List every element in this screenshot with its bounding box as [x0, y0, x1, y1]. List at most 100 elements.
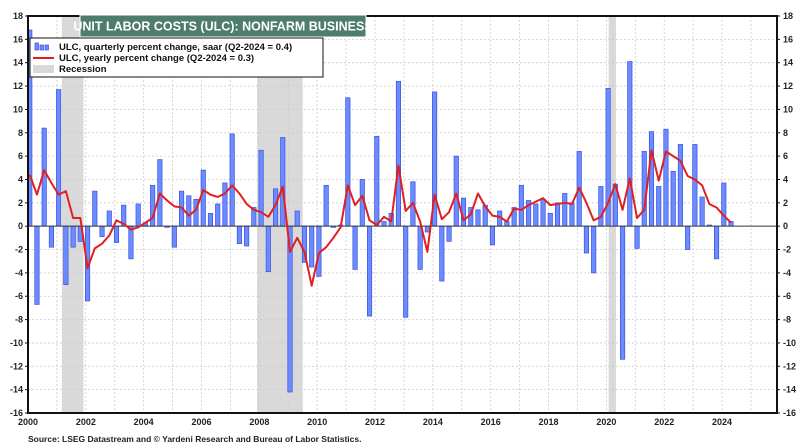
- bar: [489, 225, 495, 246]
- legend-bar-swatch: [44, 44, 49, 51]
- bar: [685, 225, 691, 250]
- bar: [381, 221, 387, 227]
- bar: [403, 225, 409, 318]
- x-tick-label: 2006: [191, 417, 211, 427]
- x-tick-label: 2004: [134, 417, 154, 427]
- bar: [598, 186, 604, 227]
- y-tick-label-right: 2: [783, 198, 788, 208]
- x-tick-label: 2016: [481, 417, 501, 427]
- y-tick-label-left: -14: [10, 385, 23, 395]
- y-tick-label-right: -16: [783, 408, 796, 418]
- bar: [309, 225, 315, 268]
- bar: [692, 144, 698, 227]
- y-tick-label-right: 8: [783, 128, 788, 138]
- bar: [670, 170, 676, 227]
- x-tick-label: 2024: [712, 417, 732, 427]
- x-tick-label: 2018: [539, 417, 559, 427]
- y-tick-label-left: 4: [18, 174, 23, 184]
- recession-band: [608, 16, 616, 413]
- y-tick-label-right: 18: [783, 11, 793, 21]
- bar: [366, 225, 373, 317]
- plot-frame: [27, 15, 778, 414]
- x-tick-label: 2002: [76, 417, 96, 427]
- bar: [200, 169, 206, 227]
- y-tick-label-right: 12: [783, 81, 793, 91]
- y-tick-label-left: -6: [15, 291, 23, 301]
- y-tick-label-right: -4: [783, 268, 791, 278]
- y-tick-label-right: 0: [783, 221, 788, 231]
- bar: [345, 97, 351, 227]
- bar: [99, 225, 105, 238]
- bar: [106, 210, 112, 227]
- bar: [135, 203, 141, 227]
- bar: [648, 131, 655, 227]
- bar: [70, 225, 76, 248]
- y-tick-label-left: -8: [15, 315, 23, 325]
- y-tick-label-left: -12: [10, 361, 23, 371]
- y-tick-label-left: -10: [10, 338, 23, 348]
- bar: [48, 225, 54, 248]
- bar: [265, 225, 271, 273]
- x-tick-label: 2012: [365, 417, 385, 427]
- x-tick-label: 2022: [654, 417, 674, 427]
- y-tick-label-right: -10: [783, 338, 796, 348]
- bar: [92, 190, 98, 227]
- bar: [222, 182, 228, 227]
- bar: [547, 212, 553, 227]
- bar: [352, 225, 358, 270]
- x-tick-label: 2000: [18, 417, 38, 427]
- bar: [663, 128, 669, 227]
- y-tick-label-left: 16: [13, 34, 23, 44]
- bar: [569, 202, 575, 227]
- bar: [439, 225, 445, 282]
- bar: [280, 137, 286, 227]
- bar: [128, 225, 134, 260]
- bar: [424, 225, 430, 233]
- bar: [591, 225, 597, 274]
- bar: [215, 203, 221, 227]
- legend-label-quarterly: ULC, quarterly percent change, saar (Q2-…: [59, 42, 292, 53]
- bar: [374, 135, 380, 227]
- y-tick-label-right: -14: [783, 385, 796, 395]
- y-tick-label-right: -8: [783, 315, 791, 325]
- legend-bar-swatch: [39, 44, 44, 51]
- y-tick-label-left: 14: [13, 58, 23, 68]
- y-tick-label-left: 0: [18, 221, 23, 231]
- y-tick-label-left: 2: [18, 198, 23, 208]
- bar: [258, 149, 264, 227]
- bar: [186, 195, 192, 227]
- bar: [56, 89, 62, 227]
- bar: [721, 182, 727, 227]
- bar: [620, 225, 626, 360]
- y-tick-label-left: 18: [13, 11, 23, 21]
- x-tick-label: 2008: [249, 417, 269, 427]
- legend-bar-swatch: [34, 42, 39, 51]
- y-tick-label-left: 12: [13, 81, 23, 91]
- title-box: [79, 14, 367, 38]
- y-tick-label-right: -12: [783, 361, 796, 371]
- y-tick-label-left: 6: [18, 151, 23, 161]
- bar: [641, 151, 647, 227]
- bar: [294, 210, 300, 227]
- y-tick-label-left: 8: [18, 128, 23, 138]
- bar: [533, 203, 539, 227]
- yearly-change-line: [28, 149, 732, 287]
- bar: [562, 193, 568, 227]
- y-tick-label-right: -6: [783, 291, 791, 301]
- legend-label-recession: Recession: [59, 64, 107, 75]
- y-tick-label-right: 16: [783, 34, 793, 44]
- bar: [417, 225, 423, 270]
- bar: [453, 155, 459, 227]
- y-tick-label-left: -16: [10, 408, 23, 418]
- bar: [244, 225, 250, 247]
- bar: [656, 186, 662, 227]
- bar: [475, 209, 481, 227]
- bar: [714, 225, 720, 260]
- bar: [323, 184, 329, 227]
- chart-title: UNIT LABOR COSTS (ULC): NONFARM BUSINESS: [73, 20, 372, 34]
- bar: [446, 225, 452, 242]
- y-tick-label-left: -4: [15, 268, 23, 278]
- y-tick-label-right: 6: [783, 151, 788, 161]
- bar: [207, 212, 214, 227]
- bar: [518, 184, 524, 227]
